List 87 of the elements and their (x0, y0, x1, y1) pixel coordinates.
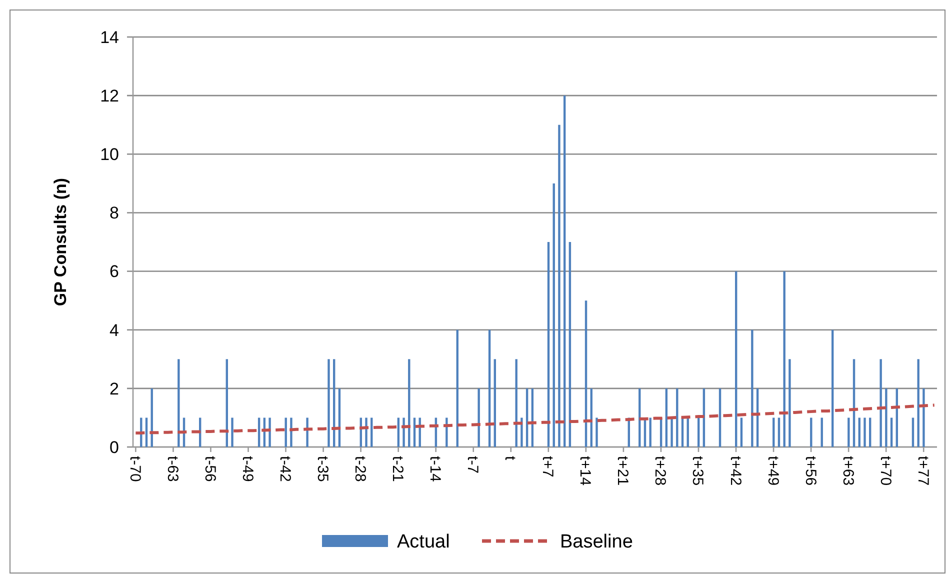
bar (864, 418, 866, 447)
bar (563, 96, 566, 447)
x-tick-label: t+21 (614, 456, 632, 486)
bar (494, 359, 496, 447)
x-tick-label: t+77 (914, 456, 932, 486)
y-tick-label: 10 (100, 145, 119, 164)
x-tick-label: t-63 (164, 456, 181, 482)
x-tick-label: t-35 (314, 456, 332, 482)
y-tick-label: 4 (110, 320, 119, 340)
bar (568, 242, 572, 447)
x-tick-label: t+56 (802, 456, 819, 486)
bar (649, 418, 652, 447)
x-tick-label: t+35 (689, 456, 706, 486)
bar (772, 418, 775, 447)
bar (697, 418, 700, 447)
bar (290, 418, 292, 447)
bar (788, 359, 791, 447)
x-tick-label: t+42 (726, 456, 744, 486)
bar (740, 418, 743, 447)
x-tick-label: t (502, 456, 519, 461)
bar (810, 418, 812, 447)
x-tick-label: t+70 (876, 456, 894, 486)
bar (397, 418, 400, 447)
x-tick-label: t-49 (238, 456, 256, 482)
bar (258, 418, 260, 447)
x-tick-label: t+28 (652, 456, 669, 486)
bar (922, 388, 925, 447)
bar (917, 359, 920, 447)
bar (848, 418, 850, 447)
x-tick-label: t-70 (126, 456, 144, 482)
bar (778, 418, 780, 447)
bar (676, 388, 678, 447)
x-tick-label: t-42 (276, 456, 294, 482)
bar (831, 330, 834, 447)
bar (858, 418, 860, 447)
legend-label: Actual (397, 532, 450, 553)
bar (552, 183, 555, 447)
bar (413, 418, 416, 447)
x-tick-label: t-14 (426, 456, 444, 482)
y-tick-label: 0 (110, 438, 119, 457)
bar (885, 388, 888, 447)
bar (558, 124, 560, 447)
bar (596, 418, 598, 447)
y-tick-label: 2 (110, 379, 119, 398)
y-tick-label: 12 (100, 86, 119, 106)
bar (370, 418, 373, 447)
bar (268, 418, 271, 447)
bar (547, 242, 550, 447)
bar (820, 418, 823, 447)
x-tick-label: t-28 (352, 456, 369, 482)
y-tick-label: 14 (100, 28, 119, 47)
bar (880, 359, 882, 447)
bar (328, 359, 330, 447)
bar (665, 388, 668, 447)
bar (735, 271, 738, 447)
bar (890, 418, 893, 447)
bar (718, 388, 722, 447)
bar (365, 418, 368, 447)
bar (520, 418, 523, 447)
bar (402, 418, 405, 447)
x-tick-label: t+49 (764, 456, 782, 486)
bar (178, 359, 180, 447)
bar (751, 330, 754, 447)
y-tick-label: 6 (110, 262, 119, 282)
bar (456, 330, 458, 447)
bar (783, 271, 786, 447)
bar (869, 418, 872, 447)
bar (284, 418, 287, 447)
bar (515, 359, 518, 447)
x-tick-label: t-7 (464, 456, 482, 474)
bar (231, 418, 234, 447)
bar (306, 418, 308, 447)
y-tick-label: 8 (110, 204, 119, 223)
bar (670, 418, 673, 447)
x-tick-label: t+14 (576, 456, 594, 486)
x-tick-label: t+63 (839, 456, 856, 486)
y-axis-title: GP Consults (n) (51, 178, 70, 306)
x-tick-label: t+7 (539, 456, 556, 478)
x-tick-label: t-21 (389, 456, 406, 482)
bar (912, 418, 914, 447)
bar (446, 418, 448, 447)
line-series (134, 404, 936, 434)
bar (145, 418, 148, 447)
bar (478, 388, 480, 447)
x-tick-label: t-56 (201, 456, 218, 482)
legend-label: Baseline (560, 532, 633, 553)
bar (526, 388, 528, 447)
